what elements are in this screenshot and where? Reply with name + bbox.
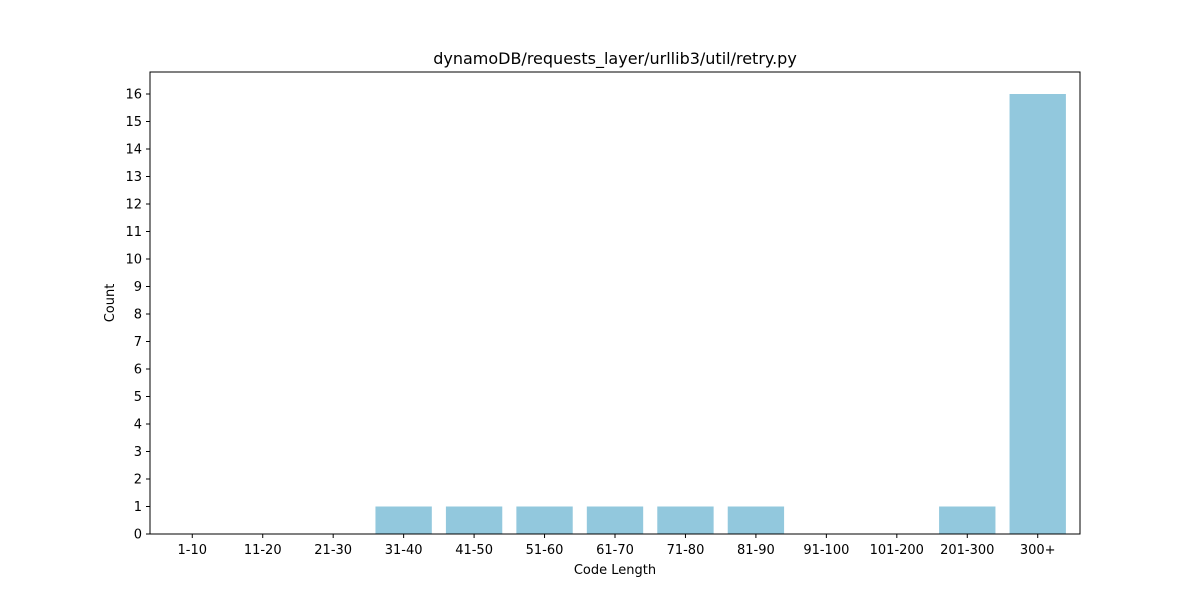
y-tick-label: 6: [134, 363, 142, 378]
y-tick-label: 11: [125, 225, 142, 240]
y-tick-label: 13: [125, 170, 142, 185]
bar-41-50: [445, 506, 503, 534]
x-tick-label: 31-40: [385, 543, 423, 558]
x-axis-title: Code Length: [574, 563, 656, 578]
x-tick-label: 201-300: [940, 543, 994, 558]
y-axis-title: Count: [103, 284, 118, 323]
x-tick-label: 81-90: [737, 543, 775, 558]
y-tick-label: 2: [134, 473, 142, 488]
y-tick-label: 12: [125, 198, 142, 213]
plot-area-frame: [149, 71, 1081, 535]
x-tick-label: 11-20: [244, 543, 282, 558]
x-tick-label: 101-200: [870, 543, 924, 558]
y-tick-label: 4: [134, 418, 142, 433]
bars-group: [375, 94, 1066, 534]
bar-61-70: [586, 506, 644, 534]
y-tick-label: 16: [125, 88, 142, 103]
x-tick-label: 51-60: [526, 543, 564, 558]
x-tick-label: 21-30: [314, 543, 352, 558]
y-tick-label: 9: [134, 280, 142, 295]
bar-300+: [1009, 94, 1066, 534]
bar-71-80: [657, 506, 714, 534]
x-tick-label: 41-50: [455, 543, 493, 558]
x-tick-label: 91-100: [803, 543, 849, 558]
y-tick-label: 1: [134, 500, 142, 515]
bar-31-40: [375, 506, 432, 534]
y-tick-label: 15: [125, 115, 142, 130]
x-tick-label: 1-10: [178, 543, 208, 558]
bar-81-90: [727, 506, 785, 534]
bar-51-60: [516, 506, 573, 534]
y-tick-label: 5: [134, 390, 142, 405]
chart-title: dynamoDB/requests_layer/urllib3/util/ret…: [433, 49, 797, 69]
y-tick-label: 7: [134, 335, 142, 350]
y-tick-label: 3: [134, 445, 142, 460]
x-axis: 1-10 11-20 21-30 31-40 41-50 51-60 61-70 71-80 8…: [178, 534, 1056, 558]
y-tick-label: 14: [125, 143, 142, 158]
bar-201-300: [939, 506, 996, 534]
x-tick-label: 61-70: [596, 543, 634, 558]
x-tick-label: 300+: [1020, 543, 1056, 558]
y-tick-label: 0: [134, 528, 142, 543]
y-tick-label: 10: [125, 253, 142, 268]
x-tick-label: 71-80: [667, 543, 705, 558]
y-tick-label: 8: [134, 308, 142, 323]
